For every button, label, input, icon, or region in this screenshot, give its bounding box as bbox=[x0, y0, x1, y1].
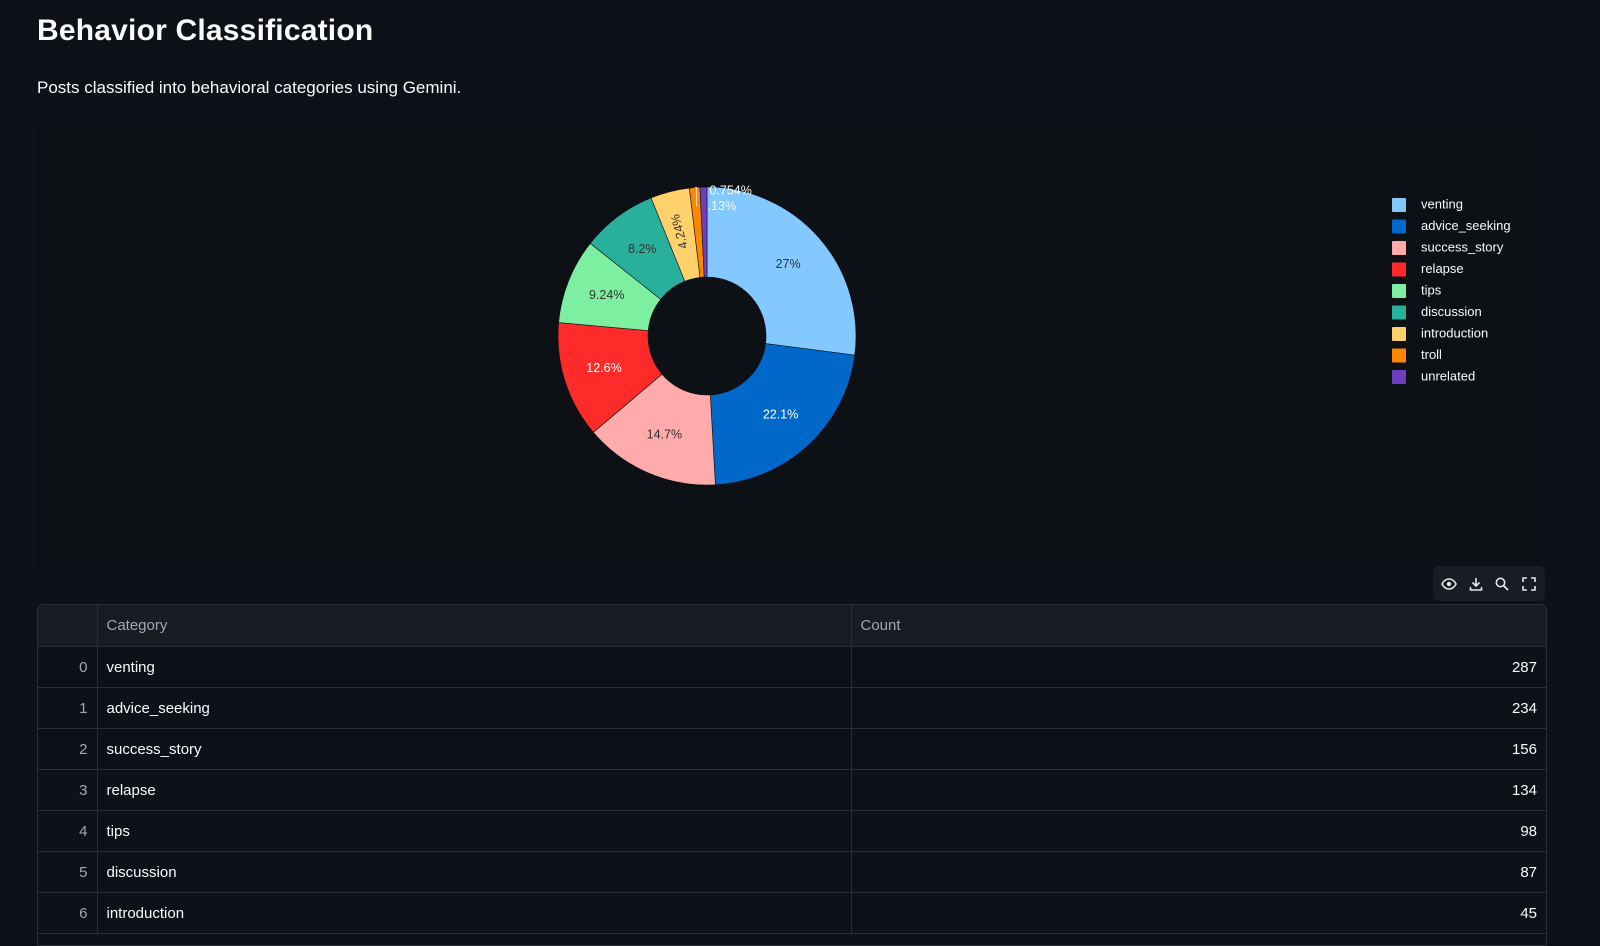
eye-icon[interactable] bbox=[1438, 573, 1460, 595]
pie-slice-venting[interactable] bbox=[706, 186, 857, 356]
slice-label: 12.6% bbox=[586, 361, 621, 375]
legend-swatch[interactable] bbox=[1392, 327, 1406, 341]
count-cell[interactable]: 87 bbox=[851, 851, 1546, 893]
row-index: 4 bbox=[38, 810, 98, 852]
table-row[interactable]: 6 introduction 45 bbox=[38, 892, 1546, 934]
chart-panel: 27% 22.1% 14.7% 12.6% 9.24% 8.2% 4.24% 1.13% 0.7… bbox=[37, 127, 1545, 574]
index-header[interactable] bbox=[38, 605, 98, 647]
table-header-row: Category Count bbox=[38, 605, 1546, 647]
leader-line bbox=[694, 187, 698, 207]
count-cell[interactable]: 134 bbox=[851, 769, 1546, 811]
slice-label: 27% bbox=[776, 257, 801, 271]
legend-item-venting[interactable]: venting bbox=[1421, 196, 1463, 211]
slice-label: 8.2% bbox=[628, 242, 657, 256]
chart-toolbar bbox=[1433, 566, 1545, 601]
category-cell[interactable]: success_story bbox=[97, 728, 852, 770]
row-index: 3 bbox=[38, 769, 98, 811]
legend-item-advice_seeking[interactable]: advice_seeking bbox=[1421, 218, 1511, 233]
download-icon[interactable] bbox=[1465, 573, 1487, 595]
pie-slice-success_story[interactable] bbox=[592, 373, 716, 486]
slice-label: 1.13% bbox=[701, 199, 736, 213]
legend-item-introduction[interactable]: introduction bbox=[1421, 325, 1488, 340]
count-cell[interactable]: 287 bbox=[851, 646, 1546, 688]
count-header[interactable]: Count bbox=[851, 605, 1546, 647]
legend-item-discussion[interactable]: discussion bbox=[1421, 304, 1482, 319]
slice-label: 14.7% bbox=[647, 428, 682, 442]
row-index: 1 bbox=[38, 687, 98, 729]
table-row[interactable]: 0 venting 287 bbox=[38, 646, 1546, 688]
legend-swatch[interactable] bbox=[1392, 198, 1406, 212]
table-row[interactable]: 4 tips 98 bbox=[38, 810, 1546, 852]
category-header[interactable]: Category bbox=[97, 605, 852, 647]
legend-item-unrelated[interactable]: unrelated bbox=[1421, 368, 1475, 383]
legend-item-success_story[interactable]: success_story bbox=[1421, 239, 1504, 254]
legend-item-troll[interactable]: troll bbox=[1421, 347, 1442, 362]
count-cell[interactable]: 234 bbox=[851, 687, 1546, 729]
legend-item-relapse[interactable]: relapse bbox=[1421, 261, 1464, 276]
search-icon[interactable] bbox=[1491, 573, 1513, 595]
table-row[interactable]: 5 discussion 87 bbox=[38, 851, 1546, 893]
category-cell[interactable]: advice_seeking bbox=[97, 687, 852, 729]
count-cell[interactable]: 98 bbox=[851, 810, 1546, 852]
category-cell[interactable]: venting bbox=[97, 646, 852, 688]
row-index: 6 bbox=[38, 892, 98, 934]
legend-swatch[interactable] bbox=[1392, 370, 1406, 384]
table-row[interactable]: 2 success_story 156 bbox=[38, 728, 1546, 770]
category-cell[interactable]: introduction bbox=[97, 892, 852, 934]
category-cell[interactable]: tips bbox=[97, 810, 852, 852]
pie-slice-unrelated[interactable] bbox=[699, 186, 708, 278]
table-row[interactable]: 3 relapse 134 bbox=[38, 769, 1546, 811]
legend-swatch[interactable] bbox=[1392, 241, 1406, 255]
page-title: Behavior Classification bbox=[37, 14, 374, 47]
slice-label: 0.754% bbox=[709, 183, 751, 197]
table-row[interactable]: 1 advice_seeking 234 bbox=[38, 687, 1546, 729]
category-cell[interactable]: relapse bbox=[97, 769, 852, 811]
legend-swatch[interactable] bbox=[1392, 219, 1406, 234]
legend-swatch[interactable] bbox=[1392, 348, 1406, 363]
category-cell[interactable]: discussion bbox=[97, 851, 852, 893]
slice-label: 9.24% bbox=[589, 288, 624, 302]
slice-label: 22.1% bbox=[763, 407, 798, 421]
legend-item-tips[interactable]: tips bbox=[1421, 282, 1442, 297]
donut-chart: 27%22.1%14.7%12.6%9.24%8.2% 4.24%1.13%0.7… bbox=[557, 183, 1511, 486]
page-subtitle: Posts classified into behavioral categor… bbox=[37, 78, 462, 97]
fullscreen-icon[interactable] bbox=[1518, 573, 1540, 595]
pie-slice-advice_seeking[interactable] bbox=[710, 343, 856, 486]
row-index: 0 bbox=[38, 646, 98, 688]
count-cell[interactable]: 45 bbox=[851, 892, 1546, 934]
row-index: 5 bbox=[38, 851, 98, 893]
legend-swatch[interactable] bbox=[1392, 262, 1406, 277]
count-cell[interactable]: 156 bbox=[851, 728, 1546, 770]
row-index: 2 bbox=[38, 728, 98, 770]
legend-swatch[interactable] bbox=[1392, 305, 1406, 320]
data-table[interactable]: Category Count 0 venting 287 1 advice_seeki… bbox=[37, 604, 1547, 946]
legend-swatch[interactable] bbox=[1392, 284, 1406, 298]
